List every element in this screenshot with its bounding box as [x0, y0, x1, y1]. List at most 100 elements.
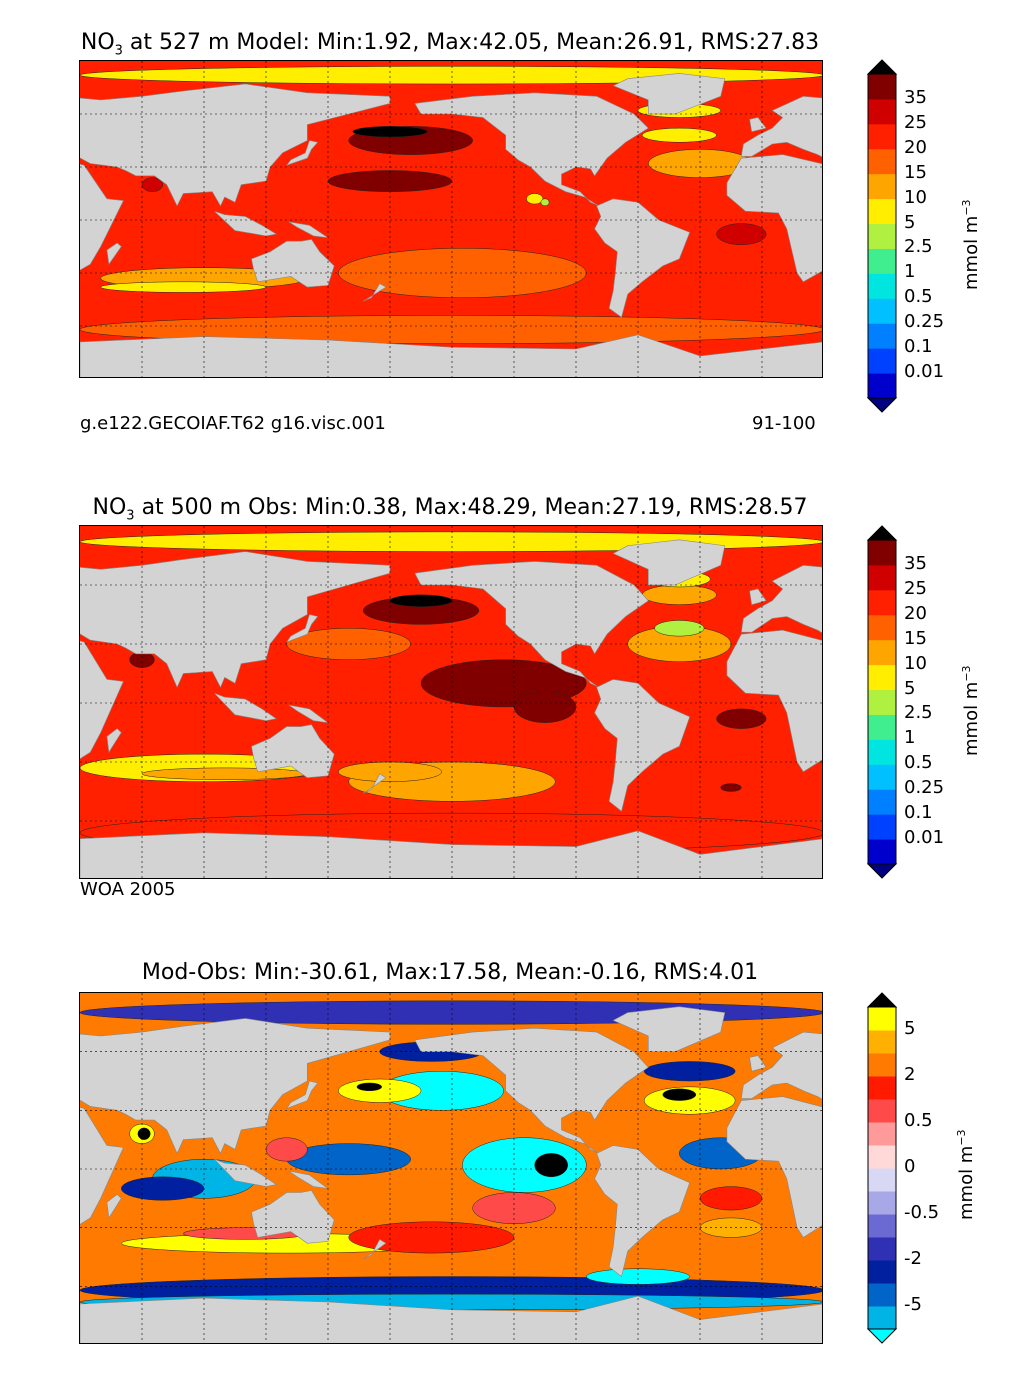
- model-map: [79, 60, 823, 378]
- colorbar-swatch: [868, 248, 896, 274]
- diff-colorbar-ramp: [866, 992, 898, 1344]
- graticule: [80, 61, 822, 377]
- colorbar-swatch: [868, 148, 896, 175]
- contour-region: [586, 1268, 690, 1285]
- landmass-indonesia: [214, 210, 278, 237]
- obs-map: [79, 525, 823, 879]
- colorbar-swatch: [868, 323, 896, 349]
- landmass-antarctica: [80, 334, 822, 377]
- colorbar-tick-label: 35: [904, 552, 927, 574]
- colorbar-swatch: [868, 1076, 896, 1100]
- contour-region: [121, 1176, 205, 1201]
- colorbar-swatch: [868, 223, 896, 249]
- contour-region: [716, 708, 767, 729]
- obs-colorbar: [866, 525, 898, 879]
- contour-region: [526, 193, 544, 205]
- landmass-greenland: [612, 73, 726, 115]
- colorbar-tick-label: 0: [904, 1156, 916, 1177]
- colorbar-tick-label: 20: [904, 136, 927, 158]
- landmass-antarctica: [80, 1295, 822, 1343]
- colorbar-tick-label: 25: [904, 111, 927, 133]
- contour-region: [643, 1061, 736, 1082]
- colorbar-swatch: [868, 714, 896, 740]
- model-years: 91-100: [752, 413, 816, 434]
- landmass-newguinea: [288, 221, 329, 238]
- landmass-madagascar: [106, 1194, 122, 1219]
- landmass-samerica: [594, 1145, 691, 1278]
- contour-region: [641, 127, 717, 143]
- landmass-africa: [80, 1107, 124, 1225]
- colorbar-swatch: [868, 664, 896, 691]
- colorbar-tick-label: 2: [904, 1064, 916, 1085]
- landmass-namerica: [414, 1027, 649, 1154]
- landmass-eurasia: [80, 551, 391, 689]
- landmass-greenland: [612, 1006, 726, 1052]
- colorbar-tick-label: 0.5: [904, 752, 933, 774]
- colorbar-tick-label: -0.5: [904, 1202, 940, 1223]
- colorbar-swatch: [868, 689, 896, 715]
- colorbar-swatch: [868, 564, 896, 591]
- diff-map-field: [80, 993, 822, 1343]
- colorbar-tick-label: -2: [904, 1248, 922, 1269]
- landmass-nz: [362, 773, 387, 794]
- colorbar-tick-label: 35: [904, 86, 927, 108]
- contour-region: [389, 594, 453, 607]
- colorbar-swatch: [868, 814, 896, 840]
- graticule: [80, 526, 822, 878]
- colorbar-tick-label: 2.5: [904, 702, 933, 724]
- colorbar-tick-label: 15: [904, 161, 927, 183]
- panel-diff-title: Mod-Obs: Min:-30.61, Max:17.58, Mean:-0.…: [141, 960, 759, 985]
- colorbar-tick-label: 2.5: [904, 236, 933, 258]
- obs-colorbar-ramp: [866, 525, 898, 879]
- landmass-newguinea: [288, 704, 329, 723]
- landmass-newguinea: [288, 1170, 329, 1189]
- panel-obs-title: NO3 at 500 m Obs: Min:0.38, Max:48.29, M…: [92, 495, 808, 524]
- colorbar-swatch: [868, 1007, 896, 1031]
- diff-colorbar: [866, 992, 898, 1344]
- colorbar-swatch: [868, 614, 896, 641]
- landmass-australia: [251, 724, 335, 779]
- contour-region: [137, 1127, 151, 1140]
- colorbar-swatch: [868, 348, 896, 374]
- landmass-madagascar: [106, 242, 122, 265]
- obs-map-field: [80, 526, 822, 878]
- colorbar-tick-label: 15: [904, 627, 927, 649]
- contour-region: [662, 1088, 697, 1101]
- colorbar-swatch: [868, 74, 896, 100]
- colorbar-tick-label: 5: [904, 211, 916, 233]
- landmass-madagascar: [106, 728, 122, 754]
- colorbar-swatch: [868, 298, 896, 324]
- landmass-africa-wrap: [726, 629, 822, 773]
- colorbar-swatch: [868, 789, 896, 815]
- landmass-africa: [80, 163, 124, 271]
- landmass-namerica: [414, 92, 649, 207]
- contour-region: [540, 198, 550, 207]
- colorbar-tick-label: 1: [904, 727, 916, 749]
- colorbar-swatch: [868, 173, 896, 200]
- contour-region: [338, 1078, 422, 1103]
- landmass-uk-wrap: [749, 1055, 767, 1072]
- colorbar-tick-label: 20: [904, 602, 927, 624]
- colorbar-swatch: [868, 1099, 896, 1123]
- colorbar-swatch: [868, 839, 896, 865]
- model-case-name: g.e122.GECOIAF.T62 g16.visc.001: [80, 413, 386, 434]
- colorbar-swatch: [868, 1122, 896, 1146]
- graticule: [80, 993, 822, 1343]
- diff-map: [79, 992, 823, 1344]
- landmass-africa-wrap: [726, 154, 822, 283]
- colorbar-swatch: [868, 1283, 896, 1307]
- colorbar-min-arrow: [866, 1328, 898, 1344]
- colorbar-tick-label: 0.5: [904, 1110, 933, 1131]
- contour-region: [141, 177, 163, 192]
- colorbar-tick-label: 10: [904, 652, 927, 674]
- colorbar-swatch: [868, 1191, 896, 1215]
- colorbar-tick-label: 0.01: [904, 827, 945, 849]
- landmass-eurasia-wrap: [740, 564, 822, 634]
- landmass-namerica: [414, 561, 649, 688]
- colorbar-swatch: [868, 739, 896, 765]
- contour-region: [356, 1082, 382, 1092]
- landmass-nz: [362, 1238, 387, 1260]
- colorbar-tick-label: 0.01: [904, 361, 945, 383]
- landmass-indonesia: [214, 1158, 278, 1187]
- colorbar-tick-label: 0.1: [904, 336, 933, 358]
